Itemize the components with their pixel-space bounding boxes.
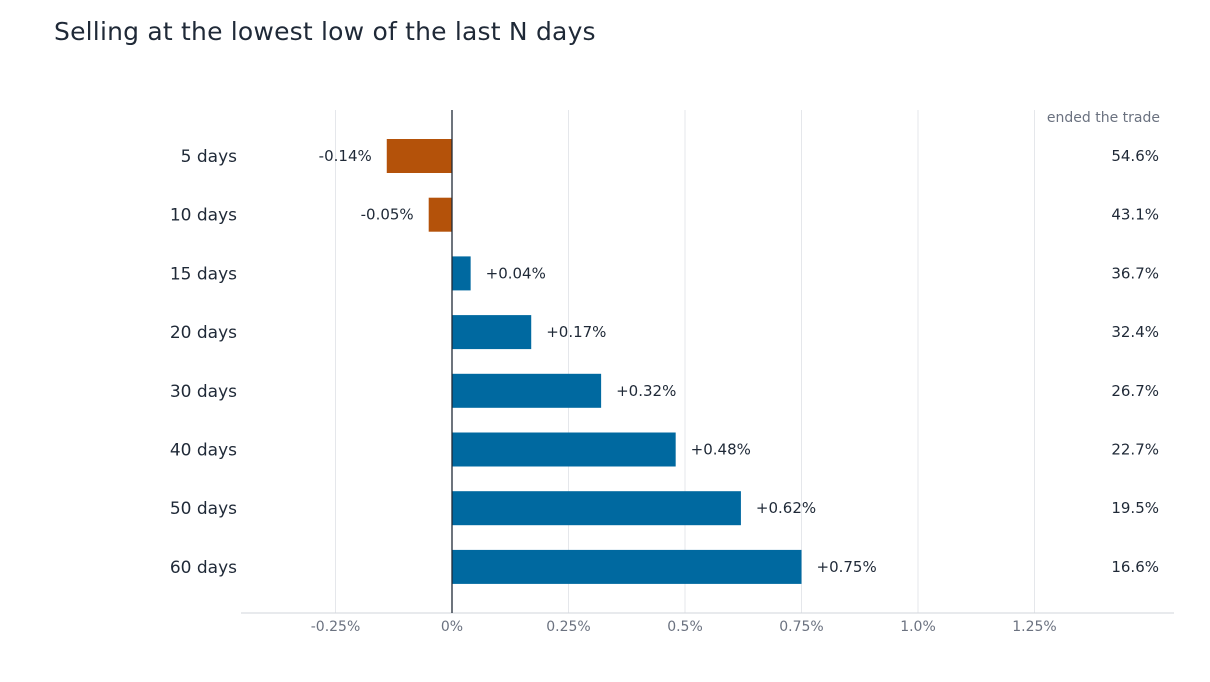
labels: -0.25% 0% 0.25% 0.5% 0.75% 1.0% 1.25% 5 days -0.… [170, 147, 1159, 635]
x-tick-label: 0.75% [779, 619, 823, 635]
data-label: +0.17% [546, 323, 606, 341]
data-label: +0.32% [616, 382, 676, 400]
category-label: 20 days [170, 323, 237, 343]
ended-trade-value: 43.1% [1111, 206, 1159, 224]
x-tick-label: 1.25% [1012, 619, 1056, 635]
bar-20-days [452, 315, 532, 350]
category-label: 15 days [170, 264, 237, 284]
bars [386, 139, 802, 584]
ended-trade-value: 22.7% [1111, 441, 1159, 459]
data-label: +0.48% [691, 441, 751, 459]
x-tick-label: 0.5% [667, 619, 703, 635]
bar-30-days [452, 373, 602, 408]
category-label: 60 days [170, 558, 237, 578]
data-label: -0.14% [319, 147, 372, 165]
category-label: 40 days [170, 441, 237, 461]
ended-trade-value: 32.4% [1111, 323, 1159, 341]
side-column-header: ended the trade [1047, 110, 1160, 126]
category-label: 10 days [170, 206, 237, 226]
data-label: +0.75% [817, 558, 877, 576]
ended-trade-value: 54.6% [1111, 147, 1159, 165]
bar-40-days [452, 432, 676, 467]
bar-5-days [386, 139, 452, 173]
data-label: +0.04% [486, 264, 546, 282]
category-label: 5 days [181, 147, 237, 167]
data-label: +0.62% [756, 499, 816, 517]
ended-trade-value: 26.7% [1111, 382, 1159, 400]
category-label: 50 days [170, 499, 237, 519]
x-tick-label: -0.25% [311, 619, 361, 635]
bar-60-days [452, 549, 802, 584]
category-label: 30 days [170, 382, 237, 402]
ended-trade-value: 36.7% [1111, 264, 1159, 282]
bar-10-days [428, 197, 452, 232]
data-label: -0.05% [361, 206, 414, 224]
bar-15-days [452, 256, 471, 291]
x-tick-label: 1.0% [900, 619, 936, 635]
chart-title: Selling at the lowest low of the last N … [54, 17, 596, 46]
x-tick-label: 0.25% [546, 619, 590, 635]
gridlines [335, 110, 1035, 613]
x-tick-label: 0% [441, 619, 463, 635]
ended-trade-value: 16.6% [1111, 558, 1159, 576]
bar-50-days [452, 491, 741, 526]
ended-trade-value: 19.5% [1111, 499, 1159, 517]
